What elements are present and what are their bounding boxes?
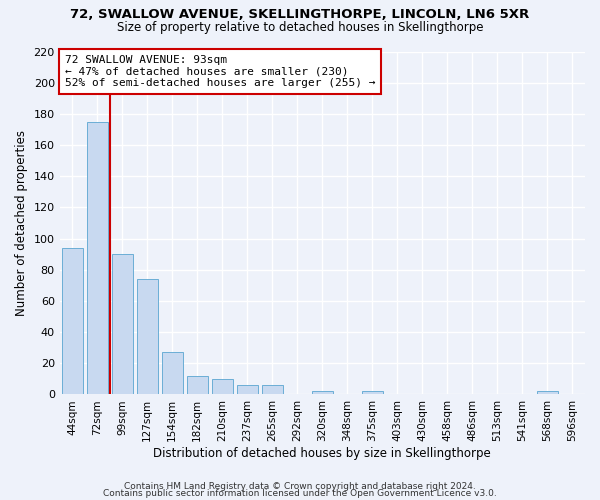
Y-axis label: Number of detached properties: Number of detached properties — [15, 130, 28, 316]
Bar — [137, 279, 158, 394]
Bar — [161, 352, 183, 395]
Text: Size of property relative to detached houses in Skellingthorpe: Size of property relative to detached ho… — [117, 21, 483, 34]
X-axis label: Distribution of detached houses by size in Skellingthorpe: Distribution of detached houses by size … — [154, 447, 491, 460]
Bar — [112, 254, 133, 394]
Bar — [86, 122, 108, 394]
Text: Contains HM Land Registry data © Crown copyright and database right 2024.: Contains HM Land Registry data © Crown c… — [124, 482, 476, 491]
Bar — [362, 392, 383, 394]
Bar — [537, 392, 558, 394]
Bar — [62, 248, 83, 394]
Text: Contains public sector information licensed under the Open Government Licence v3: Contains public sector information licen… — [103, 490, 497, 498]
Bar — [262, 385, 283, 394]
Bar — [236, 385, 258, 394]
Bar — [212, 379, 233, 394]
Text: 72 SWALLOW AVENUE: 93sqm
← 47% of detached houses are smaller (230)
52% of semi-: 72 SWALLOW AVENUE: 93sqm ← 47% of detach… — [65, 55, 376, 88]
Text: 72, SWALLOW AVENUE, SKELLINGTHORPE, LINCOLN, LN6 5XR: 72, SWALLOW AVENUE, SKELLINGTHORPE, LINC… — [70, 8, 530, 20]
Bar — [187, 376, 208, 394]
Bar — [312, 392, 333, 394]
